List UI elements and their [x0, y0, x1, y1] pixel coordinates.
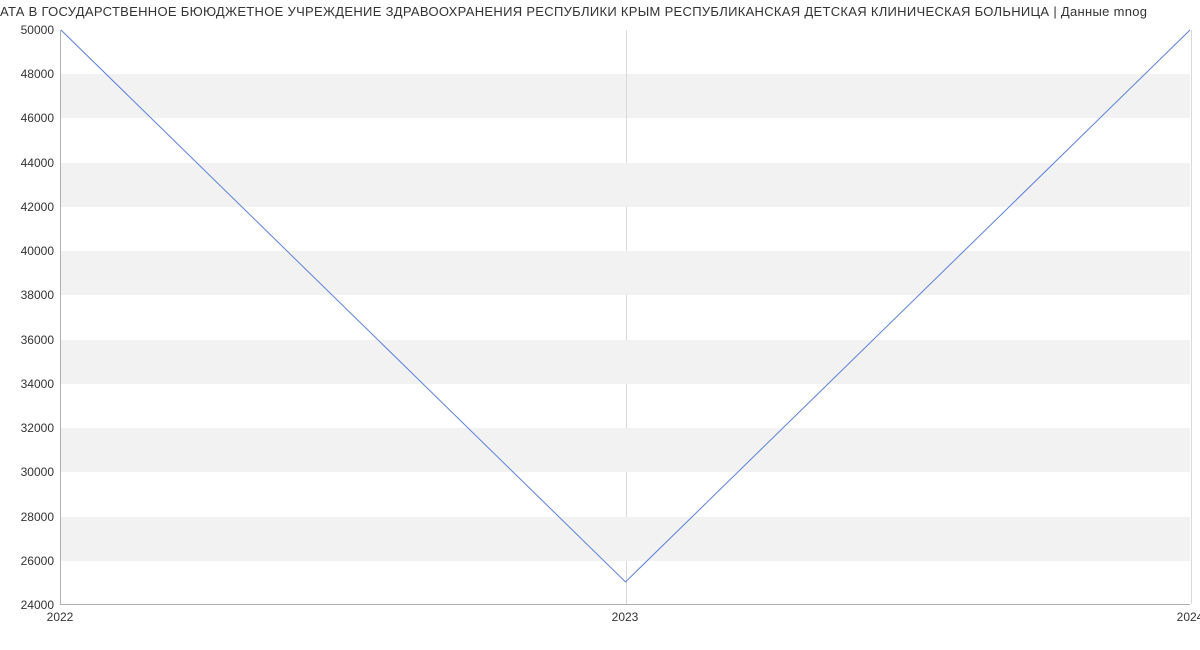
y-tick-label: 50000 [0, 23, 54, 37]
y-tick-label: 26000 [0, 554, 54, 568]
y-tick-label: 42000 [0, 200, 54, 214]
y-tick-label: 34000 [0, 377, 54, 391]
y-tick-label: 36000 [0, 333, 54, 347]
y-tick-label: 46000 [0, 111, 54, 125]
x-gridline [1191, 30, 1192, 604]
x-tick-label: 2024 [1177, 610, 1200, 624]
y-tick-label: 38000 [0, 288, 54, 302]
x-tick-label: 2022 [47, 610, 74, 624]
y-tick-label: 28000 [0, 510, 54, 524]
y-tick-label: 44000 [0, 156, 54, 170]
y-tick-label: 48000 [0, 67, 54, 81]
y-tick-label: 32000 [0, 421, 54, 435]
line-series [61, 30, 1190, 604]
line-path [61, 30, 1190, 582]
y-tick-label: 30000 [0, 465, 54, 479]
plot-area [60, 30, 1190, 605]
y-tick-label: 40000 [0, 244, 54, 258]
chart-title: АТА В ГОСУДАРСТВЕННОЕ БЮЮДЖЕТНОЕ УЧРЕЖДЕ… [0, 4, 1200, 19]
x-tick-label: 2023 [612, 610, 639, 624]
